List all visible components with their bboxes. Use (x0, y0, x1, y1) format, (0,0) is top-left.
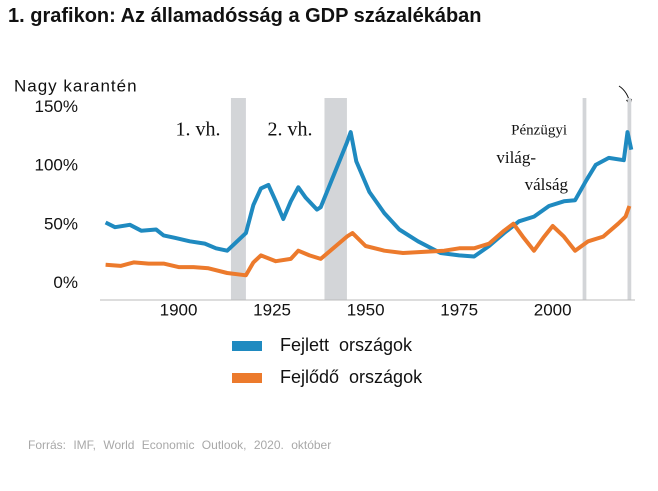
chart: 0% 50% 100% 150% 1900 1925 1950 1975 2000 Fejlett… (14, 76, 635, 387)
annotation: válság (525, 175, 569, 194)
shaded-period (324, 98, 347, 300)
annotation: 1. vh. (176, 119, 221, 141)
annotation: 2. vh. (268, 119, 313, 141)
y-tick-label: 100% (35, 156, 78, 175)
x-tick-label: 1900 (160, 300, 198, 319)
annotation: Pénzügyi (511, 122, 567, 138)
annotation: Nagy karantén (14, 76, 138, 95)
annotation: világ- (496, 148, 536, 167)
chart-title: 1. grafikon: Az államadósság a GDP száza… (8, 5, 482, 27)
x-tick-label: 1950 (347, 300, 385, 319)
x-tick-label: 1975 (440, 300, 478, 319)
legend-label: Fejlett országok (280, 335, 413, 355)
x-tick-label: 2000 (534, 300, 572, 319)
legend-label: Fejlődő országok (280, 367, 423, 387)
series-line (105, 205, 632, 278)
x-tick-label: 1925 (253, 300, 291, 319)
shaded-period (582, 98, 587, 300)
y-tick-label: 0% (53, 273, 78, 292)
y-tick-label: 50% (44, 214, 78, 233)
source: Forrás: IMF, World Economic Outlook, 202… (28, 438, 332, 452)
legend-swatch (232, 373, 262, 383)
shaded-period (230, 98, 246, 300)
shaded-period (627, 98, 632, 300)
series-line (104, 130, 634, 259)
y-tick-label: 150% (35, 97, 78, 116)
legend-swatch (232, 341, 262, 351)
